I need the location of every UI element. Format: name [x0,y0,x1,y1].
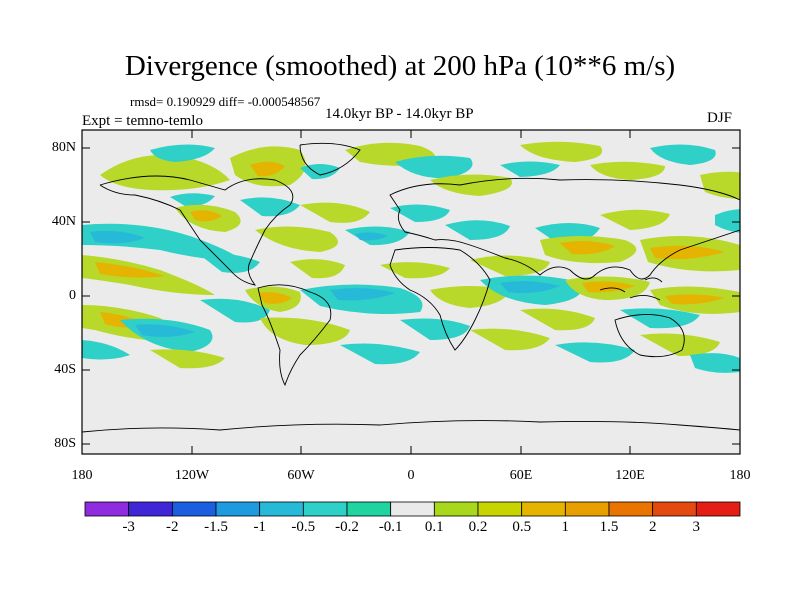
lat-label-0: 0 [69,288,76,303]
colorbar-swatch [521,501,566,517]
lat-label-80s: 80S [54,436,76,451]
colorbar-label: 2 [648,519,657,535]
colorbar-label: 1.5 [599,519,619,535]
australia-coast [614,314,685,358]
colorbar-label: 0.5 [512,519,532,535]
colorbar-label: 0.1 [424,519,444,535]
colorbar-swatch [259,501,304,517]
lon-label-120w: 120W [174,468,210,483]
maritime-islands [599,277,663,301]
lat-label-80n: 80N [51,140,76,155]
contour-north [100,141,740,233]
stats-text: rmsd= 0.190929 diff= -0.000548567 [130,94,321,109]
colorbar-swatch [564,501,610,517]
plot-title: Divergence (smoothed) at 200 hPa (10**6 … [124,50,676,82]
lon-label-180w: 180 [71,468,93,483]
eurasia-coast [389,177,740,280]
colorbar-swatch [171,501,217,517]
colorbar-swatch [390,501,435,517]
lon-label-60e: 60E [509,468,533,483]
colorbar-swatch [652,501,697,517]
colorbar-swatch [346,501,392,517]
contour-fields [82,141,740,373]
colorbar-swatch [302,501,348,517]
lon-label-120e: 120E [615,468,645,483]
antarctica-coast [82,420,740,433]
coastlines [82,142,740,433]
colorbar-label: -0.2 [335,519,359,535]
colorbar [84,501,741,517]
colorbar-swatch [608,501,654,517]
colorbar-swatch [695,501,741,517]
colorbar-label: 3 [692,519,701,535]
axis-ticks [81,130,741,454]
greenland-coast [299,142,361,176]
season-label: DJF [707,110,733,126]
africa-coast [389,247,491,351]
north-america-coast [99,175,294,286]
period-label: 14.0kyr BP - 14.0kyr BP [325,106,474,122]
contour-south [82,298,740,373]
lat-label-40n: 40N [51,214,76,229]
colorbar-swatch [128,501,173,517]
colorbar-swatch [84,501,130,517]
colorbar-swatch [215,501,261,517]
colorbar-label: -1 [253,519,266,535]
lon-label-180e: 180 [729,468,751,483]
lon-label-0: 0 [407,468,415,483]
colorbar-label: 1 [561,519,570,535]
colorbar-label: -0.5 [291,519,316,535]
colorbar-label: -3 [122,519,135,535]
colorbar-label: -2 [166,519,179,535]
lon-label-60w: 60W [287,468,315,483]
colorbar-label: -0.1 [378,519,403,535]
lat-label-40s: 40S [54,362,76,377]
colorbar-swatch [477,501,523,517]
colorbar-swatch [433,501,479,517]
south-america-coast [257,284,332,387]
contour-midlat-north [82,197,740,272]
experiment-label: Expt = temno-temlo [82,113,203,129]
colorbar-label: -1.5 [204,519,228,535]
colorbar-label: 0.2 [468,519,488,535]
